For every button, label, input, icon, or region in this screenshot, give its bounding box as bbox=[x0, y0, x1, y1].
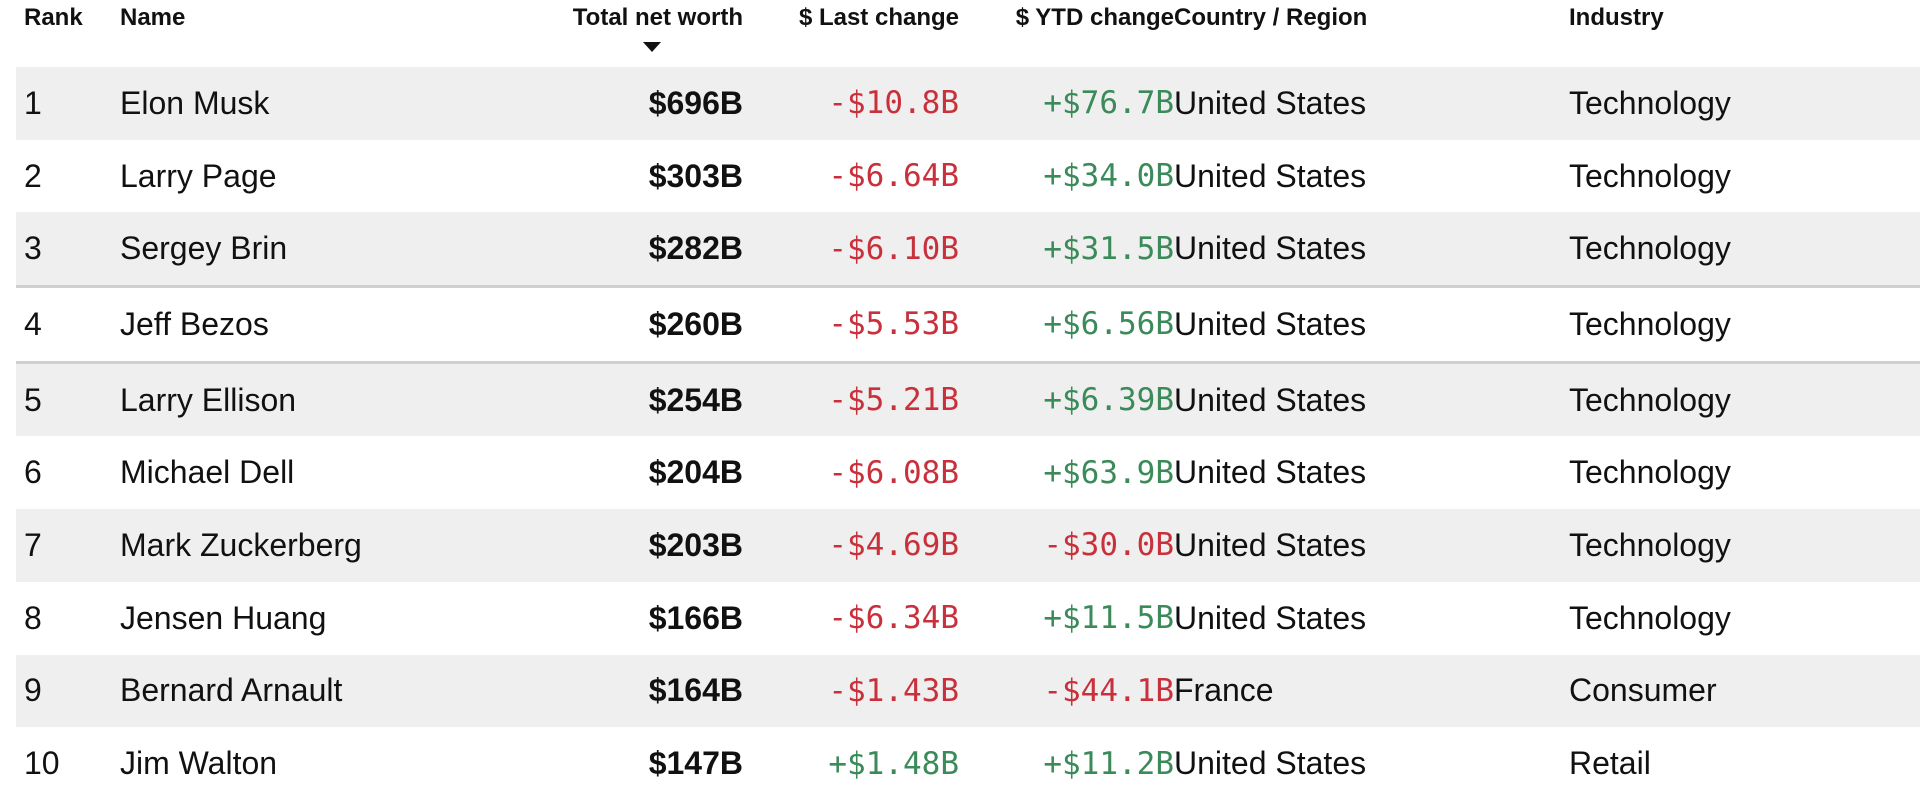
cell: 3 bbox=[16, 212, 120, 287]
cell: +$63.9B bbox=[1043, 454, 1174, 491]
cell: +$11.2B bbox=[1043, 745, 1174, 782]
cell: -$4.69B bbox=[743, 509, 959, 582]
cell: 10 bbox=[24, 745, 60, 782]
cell: $696B bbox=[540, 67, 743, 140]
column-header[interactable]: Industry bbox=[1569, 4, 1664, 31]
cell: -$6.08B bbox=[828, 454, 959, 491]
cell: $147B bbox=[648, 745, 743, 782]
column-header[interactable]: Country / Region bbox=[1174, 4, 1368, 31]
column-header[interactable]: Name bbox=[120, 4, 186, 31]
cell: Jim Walton bbox=[120, 745, 278, 782]
cell: -$5.53B bbox=[743, 285, 959, 364]
table-row[interactable]: 2 Larry Page $303B -$6.64B +$34.0B United Sta… bbox=[16, 140, 1920, 213]
cell: Larry Ellison bbox=[120, 362, 540, 437]
column-header[interactable]: $ YTD change bbox=[1015, 4, 1174, 31]
cell: Jensen Huang bbox=[120, 599, 327, 636]
cell: +$11.5B bbox=[1043, 600, 1174, 637]
cell: United States bbox=[1174, 212, 1569, 287]
cell: -$30.0B bbox=[959, 509, 1174, 582]
cell: +$34.0B bbox=[1043, 158, 1174, 195]
cell: 4 bbox=[16, 285, 120, 364]
cell: Mark Zuckerberg bbox=[120, 509, 540, 582]
cell: Sergey Brin bbox=[120, 212, 540, 287]
table-row[interactable]: 9 Bernard Arnault $164B -$1.43B -$44.1B Franc… bbox=[16, 654, 1920, 728]
cell: $203B bbox=[540, 509, 743, 582]
cell: 1 bbox=[16, 67, 120, 140]
billionaires-table: Rank Name Total net worth $ Last change $ YT… bbox=[16, 0, 1920, 790]
cell: $254B bbox=[540, 362, 743, 437]
cell: 9 bbox=[16, 654, 120, 728]
cell: Technology bbox=[1569, 157, 1731, 194]
cell: 6 bbox=[24, 454, 42, 491]
cell: $204B bbox=[648, 454, 743, 491]
cell: 8 bbox=[24, 599, 42, 636]
table-row[interactable]: 5 Larry Ellison $254B -$5.21B +$6.39B United … bbox=[16, 362, 1920, 437]
column-header[interactable]: $ Last change bbox=[798, 4, 959, 31]
cell: $282B bbox=[540, 212, 743, 287]
cell: Technology bbox=[1569, 285, 1920, 364]
cell: $166B bbox=[648, 599, 743, 636]
cell: $260B bbox=[540, 285, 743, 364]
sort-arrow bbox=[643, 42, 661, 52]
cell: -$10.8B bbox=[743, 67, 959, 140]
cell: -$6.10B bbox=[743, 212, 959, 287]
cell: Technology bbox=[1569, 509, 1920, 582]
table-container: Rank Name Total net worth $ Last change $ YT… bbox=[16, 0, 1920, 790]
cell: Larry Page bbox=[120, 157, 277, 194]
cell: -$5.21B bbox=[743, 362, 959, 437]
cell: Elon Musk bbox=[120, 67, 540, 140]
cell: 7 bbox=[16, 509, 120, 582]
table-row[interactable]: 6 Michael Dell $204B -$6.08B +$63.9B United S… bbox=[16, 436, 1920, 509]
cell: +$1.48B bbox=[828, 745, 959, 782]
cell: Bernard Arnault bbox=[120, 654, 540, 728]
cell: $164B bbox=[540, 654, 743, 728]
table-row[interactable]: 8 Jensen Huang $166B -$6.34B +$11.5B United S… bbox=[16, 582, 1920, 655]
cell: +$76.7B bbox=[959, 67, 1174, 140]
cell: Technology bbox=[1569, 67, 1920, 140]
cell: +$31.5B bbox=[959, 212, 1174, 287]
cell: Consumer bbox=[1569, 654, 1920, 728]
cell: United States bbox=[1174, 157, 1367, 194]
column-header[interactable]: Rank bbox=[24, 4, 83, 31]
cell: 2 bbox=[24, 157, 42, 194]
header-row: Rank Name Total net worth $ Last change $ YT… bbox=[16, 0, 1920, 67]
cell: 5 bbox=[16, 362, 120, 437]
cell: +$6.56B bbox=[959, 285, 1174, 364]
cell: Technology bbox=[1569, 362, 1920, 437]
cell: United States bbox=[1174, 599, 1367, 636]
cell: Technology bbox=[1569, 599, 1731, 636]
table-row[interactable]: 10 Jim Walton $147B +$1.48B +$11.2B United St… bbox=[16, 727, 1920, 790]
cell: -$6.64B bbox=[828, 158, 959, 195]
table-row[interactable]: 7 Mark Zuckerberg $203B -$4.69B -$30.0B Unite… bbox=[16, 509, 1920, 582]
cell: -$1.43B bbox=[743, 654, 959, 728]
cell: -$44.1B bbox=[959, 654, 1174, 728]
table-row[interactable]: 3 Sergey Brin $282B -$6.10B +$31.5B United St… bbox=[16, 212, 1920, 287]
cell: United States bbox=[1174, 362, 1569, 437]
table-row[interactable]: 1 Elon Musk $696B -$10.8B +$76.7B United Stat… bbox=[16, 67, 1920, 140]
cell: Retail bbox=[1569, 745, 1651, 782]
cell: Technology bbox=[1569, 454, 1731, 491]
cell: Technology bbox=[1569, 212, 1920, 287]
table-body: 1 Elon Musk $696B -$10.8B +$76.7B United Stat… bbox=[16, 67, 1920, 790]
table-row[interactable]: 4 Jeff Bezos $260B -$5.53B +$6.56B United Sta… bbox=[16, 285, 1920, 364]
cell: United States bbox=[1174, 285, 1569, 364]
cell: United States bbox=[1174, 67, 1569, 140]
cell: Jeff Bezos bbox=[120, 285, 540, 364]
cell: United States bbox=[1174, 509, 1569, 582]
cell: -$6.34B bbox=[828, 600, 959, 637]
cell: Michael Dell bbox=[120, 454, 295, 491]
cell: +$6.39B bbox=[959, 362, 1174, 437]
column-header[interactable]: Total net worth bbox=[540, 0, 743, 67]
cell: United States bbox=[1174, 454, 1367, 491]
cell: $303B bbox=[648, 157, 743, 194]
cell: France bbox=[1174, 654, 1569, 728]
cell: United States bbox=[1174, 745, 1367, 782]
